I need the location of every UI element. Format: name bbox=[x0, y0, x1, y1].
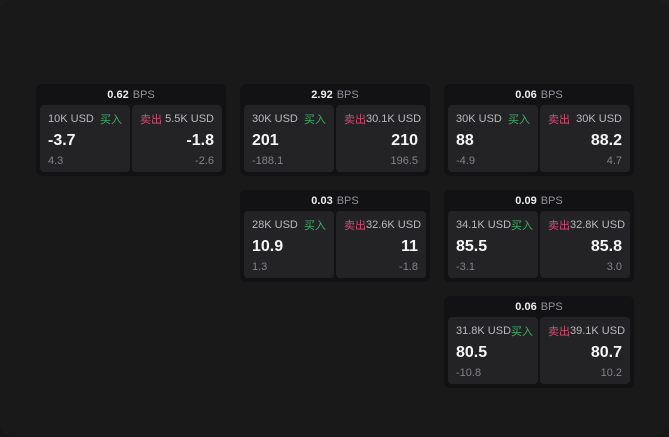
buy-price: 88 bbox=[456, 132, 474, 150]
buy-size-label: 30K USD bbox=[252, 113, 298, 125]
card-header: 0.09 BPS bbox=[448, 190, 630, 211]
buy-sub-value: 4.3 bbox=[48, 155, 64, 167]
buy-side-label: 买入 bbox=[511, 220, 534, 232]
sell-panel[interactable]: 卖出 5.5K USD -1.8 -2.6 bbox=[132, 105, 222, 172]
sell-size-label: 30.1K USD bbox=[366, 113, 422, 125]
buy-panel[interactable]: 31.8K USD 买入 80.5 -10.8 bbox=[448, 317, 538, 384]
sell-sub-value: -1.8 bbox=[399, 261, 418, 273]
buy-sub-value: -3.1 bbox=[456, 261, 475, 273]
sell-size-label: 5.5K USD bbox=[165, 113, 214, 125]
sell-sub-value: 4.7 bbox=[606, 155, 622, 167]
buy-size-label: 31.8K USD bbox=[456, 325, 512, 337]
sell-price: 11 bbox=[401, 238, 418, 256]
buy-price: 85.5 bbox=[456, 238, 488, 256]
buy-side-label: 买入 bbox=[100, 114, 122, 126]
sell-size-label: 30K USD bbox=[576, 113, 622, 125]
sell-size-label: 32.6K USD bbox=[366, 219, 422, 231]
sell-side-label: 卖出 bbox=[548, 220, 570, 232]
quote-card: 0.09 BPS 34.1K USD 买入 85.5 -3.1 卖出 32.8K… bbox=[444, 190, 634, 282]
bps-unit-label: BPS bbox=[336, 88, 359, 101]
card-header: 0.03 BPS bbox=[244, 190, 426, 211]
sell-side-label: 卖出 bbox=[548, 114, 570, 126]
quote-card: 0.06 BPS 31.8K USD 买入 80.5 -10.8 卖出 39.1… bbox=[444, 296, 634, 388]
sell-price: 210 bbox=[391, 132, 418, 150]
bps-unit-label: BPS bbox=[540, 194, 563, 207]
sell-side-label: 卖出 bbox=[344, 114, 366, 126]
buy-price: 201 bbox=[252, 132, 279, 150]
buy-panel[interactable]: 10K USD 买入 -3.7 4.3 bbox=[40, 105, 130, 172]
bps-value: 0.03 bbox=[311, 194, 333, 207]
buy-panel[interactable]: 34.1K USD 买入 85.5 -3.1 bbox=[448, 211, 538, 278]
buy-panel[interactable]: 28K USD 买入 10.9 1.3 bbox=[244, 211, 334, 278]
sell-sub-value: 3.0 bbox=[606, 261, 622, 273]
buy-sub-value: -188.1 bbox=[252, 155, 284, 167]
card-header: 0.06 BPS bbox=[448, 296, 630, 317]
bps-unit-label: BPS bbox=[540, 300, 563, 313]
sell-side-label: 卖出 bbox=[140, 114, 162, 126]
sell-sub-value: 196.5 bbox=[390, 155, 418, 167]
buy-size-label: 34.1K USD bbox=[456, 219, 512, 231]
sell-panel[interactable]: 卖出 32.8K USD 85.8 3.0 bbox=[540, 211, 630, 278]
buy-side-label: 买入 bbox=[304, 114, 326, 126]
quote-card: 0.03 BPS 28K USD 买入 10.9 1.3 卖出 32.6K US… bbox=[240, 190, 430, 282]
bps-unit-label: BPS bbox=[132, 88, 155, 101]
card-header: 0.62 BPS bbox=[40, 84, 222, 105]
buy-price: 80.5 bbox=[456, 344, 488, 362]
sell-side-label: 卖出 bbox=[344, 220, 366, 232]
buy-size-label: 28K USD bbox=[252, 219, 298, 231]
bps-value: 0.09 bbox=[515, 194, 537, 207]
sell-panel[interactable]: 卖出 32.6K USD 11 -1.8 bbox=[336, 211, 426, 278]
buy-sub-value: 1.3 bbox=[252, 261, 268, 273]
quote-card: 0.62 BPS 10K USD 买入 -3.7 4.3 卖出 5.5K USD… bbox=[36, 84, 226, 176]
sell-side-label: 卖出 bbox=[548, 326, 570, 338]
card-header: 2.92 BPS bbox=[244, 84, 426, 105]
bps-value: 0.06 bbox=[515, 88, 537, 101]
sell-panel[interactable]: 卖出 39.1K USD 80.7 10.2 bbox=[540, 317, 630, 384]
buy-price: -3.7 bbox=[48, 132, 76, 150]
buy-panel[interactable]: 30K USD 买入 88 -4.9 bbox=[448, 105, 538, 172]
quote-card: 2.92 BPS 30K USD 买入 201 -188.1 卖出 30.1K … bbox=[240, 84, 430, 176]
sell-panel[interactable]: 卖出 30K USD 88.2 4.7 bbox=[540, 105, 630, 172]
buy-panel[interactable]: 30K USD 买入 201 -188.1 bbox=[244, 105, 334, 172]
sell-sub-value: -2.6 bbox=[195, 155, 214, 167]
sell-size-label: 39.1K USD bbox=[570, 325, 626, 337]
buy-price: 10.9 bbox=[252, 238, 284, 256]
sell-price: 88.2 bbox=[590, 132, 622, 150]
buy-sub-value: -10.8 bbox=[456, 367, 482, 379]
sell-price: -1.8 bbox=[186, 132, 214, 150]
card-header: 0.06 BPS bbox=[448, 84, 630, 105]
sell-price: 85.8 bbox=[590, 238, 622, 256]
sell-price: 80.7 bbox=[590, 344, 622, 362]
bps-value: 2.92 bbox=[311, 88, 333, 101]
bps-value: 0.06 bbox=[515, 300, 537, 313]
buy-side-label: 买入 bbox=[511, 326, 534, 338]
bps-unit-label: BPS bbox=[336, 194, 359, 207]
sell-sub-value: 10.2 bbox=[600, 367, 622, 379]
sell-size-label: 32.8K USD bbox=[570, 219, 626, 231]
buy-size-label: 10K USD bbox=[48, 113, 94, 125]
buy-size-label: 30K USD bbox=[456, 113, 502, 125]
buy-sub-value: -4.9 bbox=[456, 155, 475, 167]
bps-unit-label: BPS bbox=[540, 88, 563, 101]
quote-card: 0.06 BPS 30K USD 买入 88 -4.9 卖出 30K USD 8… bbox=[444, 84, 634, 176]
buy-side-label: 买入 bbox=[304, 220, 326, 232]
sell-panel[interactable]: 卖出 30.1K USD 210 196.5 bbox=[336, 105, 426, 172]
buy-side-label: 买入 bbox=[508, 114, 530, 126]
bps-value: 0.62 bbox=[107, 88, 129, 101]
